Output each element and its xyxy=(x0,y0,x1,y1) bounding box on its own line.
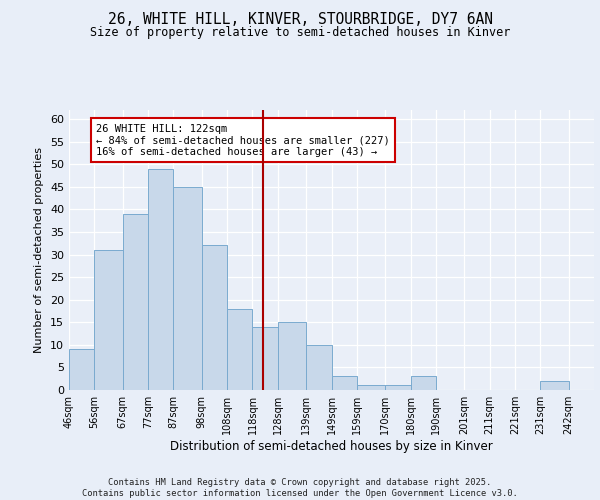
Bar xyxy=(122,214,148,390)
Text: 26 WHITE HILL: 122sqm
← 84% of semi-detached houses are smaller (227)
16% of sem: 26 WHITE HILL: 122sqm ← 84% of semi-deta… xyxy=(96,124,389,156)
Text: 26, WHITE HILL, KINVER, STOURBRIDGE, DY7 6AN: 26, WHITE HILL, KINVER, STOURBRIDGE, DY7… xyxy=(107,12,493,28)
Bar xyxy=(253,327,278,390)
Bar xyxy=(385,386,410,390)
Bar xyxy=(148,168,173,390)
Bar xyxy=(278,322,306,390)
Bar xyxy=(202,246,227,390)
Bar xyxy=(357,386,385,390)
Text: Size of property relative to semi-detached houses in Kinver: Size of property relative to semi-detach… xyxy=(90,26,510,39)
Y-axis label: Number of semi-detached properties: Number of semi-detached properties xyxy=(34,147,44,353)
Bar xyxy=(331,376,357,390)
Bar xyxy=(306,345,331,390)
Bar xyxy=(227,308,253,390)
Bar xyxy=(410,376,436,390)
Text: Contains HM Land Registry data © Crown copyright and database right 2025.
Contai: Contains HM Land Registry data © Crown c… xyxy=(82,478,518,498)
Bar xyxy=(94,250,122,390)
Bar xyxy=(69,350,94,390)
Bar xyxy=(173,187,202,390)
X-axis label: Distribution of semi-detached houses by size in Kinver: Distribution of semi-detached houses by … xyxy=(170,440,493,453)
Bar xyxy=(541,381,569,390)
